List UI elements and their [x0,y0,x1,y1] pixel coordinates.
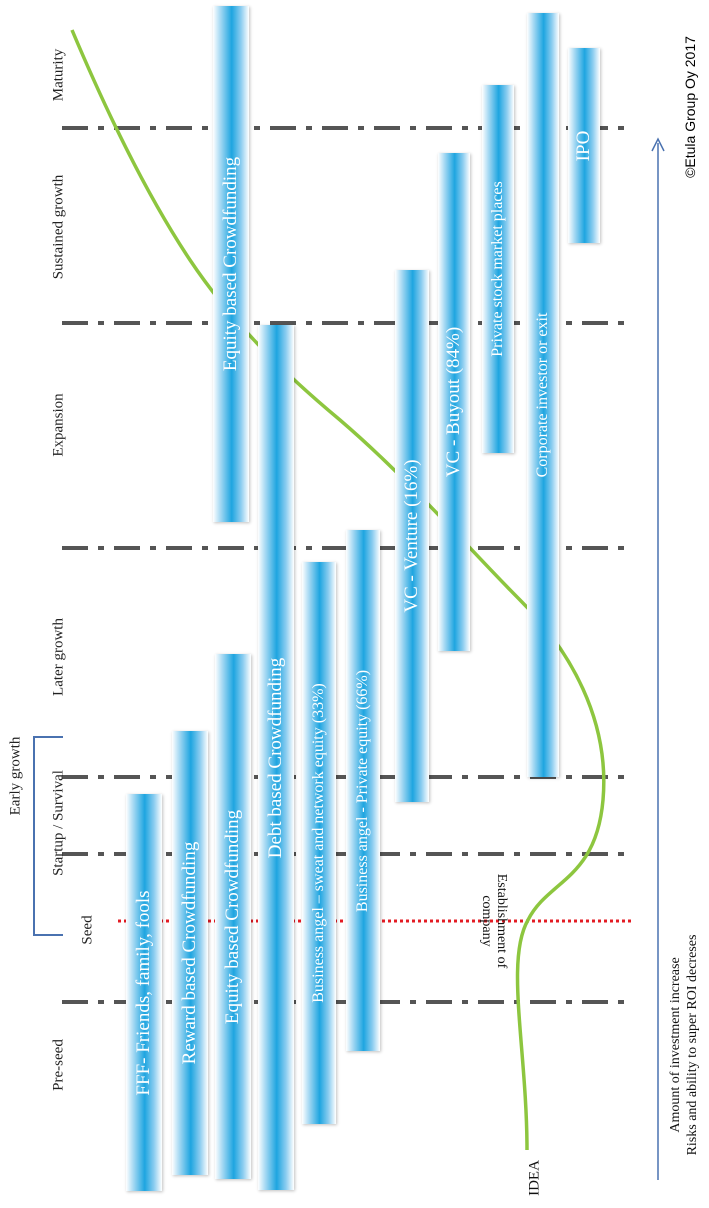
bar-private-stock-market: Private stock market places [482,85,514,453]
bar-label: Equity based Crowdfunding [220,156,241,372]
stage-label-seed: Seed [79,915,96,945]
bar-label: FFF- Friends, family, fools [133,889,154,1096]
bar-label: Equity based Crowdfunding [222,809,243,1024]
early-growth-label: Early growth [7,736,24,816]
axis-label-line1: Amount of investment increase [668,957,683,1133]
bar-corporate-investor: Corporate investor or exit [527,13,559,777]
bar-label: Debt based Crowdfunding [265,657,286,858]
bar-label: Business angel – sweat and network equit… [310,683,327,1003]
stage-label-expansion: Expansion [50,393,67,457]
bar-fff: FFF- Friends, family, fools [126,794,162,1191]
bar-reward-crowdfunding: Reward based Crowdfunding [172,731,208,1175]
stage-label-sustained-growth: Sustained growth [50,174,67,280]
bar-ipo: IPO [568,48,600,243]
bar-debt-crowdfunding: Debt based Crowdfunding [258,325,294,1190]
growth-curve [70,29,606,1151]
bar-label: IPO [573,130,594,161]
early-growth-bracket [33,736,63,936]
establishment-label-line1: Establishment of [494,873,509,969]
establishment-label-line2: company [479,895,494,947]
stage-label-maturity: Maturity [50,48,67,102]
stage-label-later-growth: Later growth [50,618,67,696]
bar-vc-buyout: VC - Buyout (84%) [438,153,470,651]
bar-label: Private stock market places [489,181,506,357]
stage-label-startup: Startup / Survival [50,770,67,876]
bar-label: Business angel - Private equity (66%) [354,669,371,912]
establishment-label: Establishment of company [479,874,509,969]
idea-label: IDEA [526,1160,543,1196]
stage-label-pre-seed: Pre-seed [50,1039,67,1091]
copyright: ©Etula Group Oy 2017 [682,36,698,178]
bar-label: Reward based Crowdfunding [179,841,200,1065]
axis-label-line2: Risks and ability to super ROI decreses [685,934,700,1156]
bar-equity-crowdfunding-early: Equity based Crowdfunding [215,654,251,1179]
bar-label: VC - Venture (16%) [401,459,422,613]
axis-arrow-head [651,137,665,152]
bar-business-angel-sweat: Business angel – sweat and network equit… [302,562,336,1124]
bar-label: VC - Buyout (84%) [443,326,464,478]
bar-vc-venture: VC - Venture (16%) [395,270,429,802]
bar-label: Corporate investor or exit [534,312,551,478]
bar-business-angel-private-equity: Business angel - Private equity (66%) [346,530,380,1051]
bar-equity-crowdfunding-late: Equity based Crowdfunding [213,6,249,522]
